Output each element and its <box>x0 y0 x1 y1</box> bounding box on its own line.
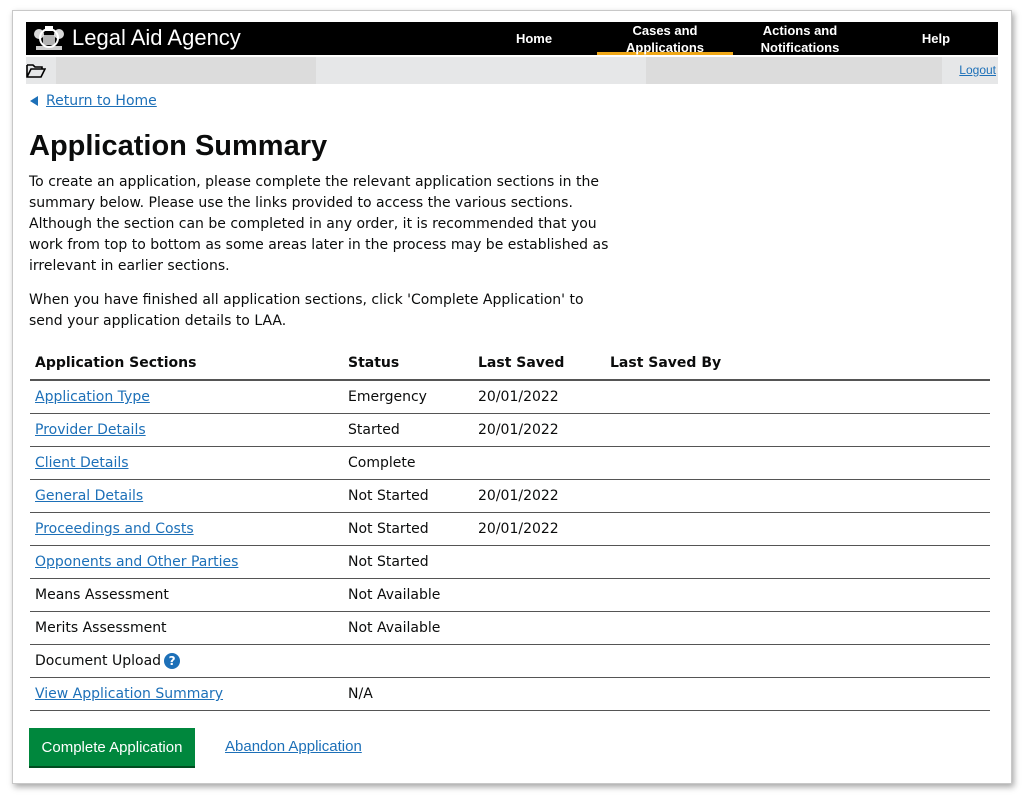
table-row: Document Upload? <box>30 644 990 678</box>
last-saved-cell <box>473 545 605 579</box>
status-cell: Not Started <box>343 512 473 546</box>
section-cell: Client Details <box>30 446 343 480</box>
section-link[interactable]: General Details <box>35 488 144 504</box>
last-saved-by-cell <box>605 677 990 711</box>
table-row: Opponents and Other Parties Not Started <box>30 545 990 579</box>
status-cell: Started <box>343 413 473 447</box>
folder-open-icon[interactable] <box>26 63 46 78</box>
section-cell: Means Assessment <box>30 578 343 612</box>
top-nav-bar: Legal Aid Agency Home Cases and Applicat… <box>26 22 998 55</box>
page-title: Application Summary <box>29 130 328 162</box>
last-saved-by-cell <box>605 446 990 480</box>
table-row: Means Assessment Not Available <box>30 578 990 612</box>
status-cell: Complete <box>343 446 473 480</box>
return-to-home-link[interactable]: Return to Home <box>30 93 157 109</box>
section-cell: Proceedings and Costs <box>30 512 343 546</box>
last-saved-cell <box>473 644 605 678</box>
help-icon[interactable]: ? <box>164 653 181 669</box>
nav-cases-and-applications[interactable]: Cases and Applications <box>597 22 733 55</box>
abandon-application-link[interactable]: Abandon Application <box>225 738 362 755</box>
status-cell: Not Available <box>343 611 473 645</box>
last-saved-cell: 20/01/2022 <box>473 380 605 414</box>
nav-actions-and-notifications[interactable]: Actions and Notifications <box>760 22 840 55</box>
return-to-home-text[interactable]: Return to Home <box>46 93 157 109</box>
status-cell: N/A <box>343 677 473 711</box>
last-saved-cell <box>473 677 605 711</box>
status-cell: Not Available <box>343 578 473 612</box>
status-cell: Emergency <box>343 380 473 414</box>
table-row: General Details Not Started 20/01/2022 <box>30 479 990 513</box>
section-link[interactable]: View Application Summary <box>35 686 224 702</box>
last-saved-cell: 20/01/2022 <box>473 413 605 447</box>
section-label: Merits Assessment <box>35 620 167 636</box>
column-header-last-saved: Last Saved <box>473 346 605 381</box>
table-row: Client Details Complete <box>30 446 990 480</box>
last-saved-by-cell <box>605 512 990 546</box>
section-link[interactable]: Application Type <box>35 389 150 405</box>
table-header-row: Application Sections Status Last Saved L… <box>30 346 990 381</box>
status-cell <box>343 644 473 678</box>
section-cell: Provider Details <box>30 413 343 447</box>
section-cell: Merits Assessment <box>30 611 343 645</box>
royal-crest-icon <box>34 26 64 50</box>
nav-home[interactable]: Home <box>515 31 553 46</box>
complete-application-button[interactable]: Complete Application <box>29 728 195 768</box>
status-cell: Not Started <box>343 479 473 513</box>
section-cell: Document Upload? <box>30 644 343 678</box>
section-cell: View Application Summary <box>30 677 343 711</box>
section-cell: General Details <box>30 479 343 513</box>
redacted-field <box>646 57 942 84</box>
column-header-sections: Application Sections <box>30 346 343 381</box>
last-saved-by-cell <box>605 380 990 414</box>
table-row: Provider Details Started 20/01/2022 <box>30 413 990 447</box>
intro-text: To create an application, please complet… <box>29 174 609 274</box>
last-saved-cell <box>473 578 605 612</box>
section-link[interactable]: Proceedings and Costs <box>35 521 194 537</box>
column-header-status: Status <box>343 346 473 381</box>
last-saved-by-cell <box>605 644 990 678</box>
last-saved-by-cell <box>605 611 990 645</box>
section-link[interactable]: Provider Details <box>35 422 146 438</box>
column-header-last-saved-by: Last Saved By <box>605 346 990 381</box>
last-saved-by-cell <box>605 479 990 513</box>
section-label: Document Upload <box>35 653 162 669</box>
back-arrow-icon <box>30 96 38 106</box>
last-saved-by-cell <box>605 413 990 447</box>
brand-logo[interactable]: Legal Aid Agency <box>32 24 241 52</box>
last-saved-by-cell <box>605 578 990 612</box>
section-link[interactable]: Opponents and Other Parties <box>35 554 239 570</box>
table-row: Proceedings and Costs Not Started 20/01/20… <box>30 512 990 546</box>
redacted-field <box>56 57 316 84</box>
section-link[interactable]: Client Details <box>35 455 129 471</box>
status-cell: Not Started <box>343 545 473 579</box>
application-sections-table: Application Sections Status Last Saved L… <box>30 346 990 711</box>
last-saved-cell <box>473 446 605 480</box>
sub-toolbar: Logout <box>26 57 998 84</box>
section-cell: Application Type <box>30 380 343 414</box>
table-row: Merits Assessment Not Available <box>30 611 990 645</box>
last-saved-cell: 20/01/2022 <box>473 479 605 513</box>
logout-link[interactable]: Logout <box>959 63 996 77</box>
table-row: View Application Summary N/A <box>30 677 990 711</box>
last-saved-by-cell <box>605 545 990 579</box>
nav-help[interactable]: Help <box>921 31 951 46</box>
brand-name: Legal Aid Agency <box>72 25 241 50</box>
section-label: Means Assessment <box>35 587 169 603</box>
last-saved-cell: 20/01/2022 <box>473 512 605 546</box>
table-row: Application Type Emergency 20/01/2022 <box>30 380 990 414</box>
section-cell: Opponents and Other Parties <box>30 545 343 579</box>
instructions-text: When you have finished all application s… <box>29 292 584 329</box>
last-saved-cell <box>473 611 605 645</box>
